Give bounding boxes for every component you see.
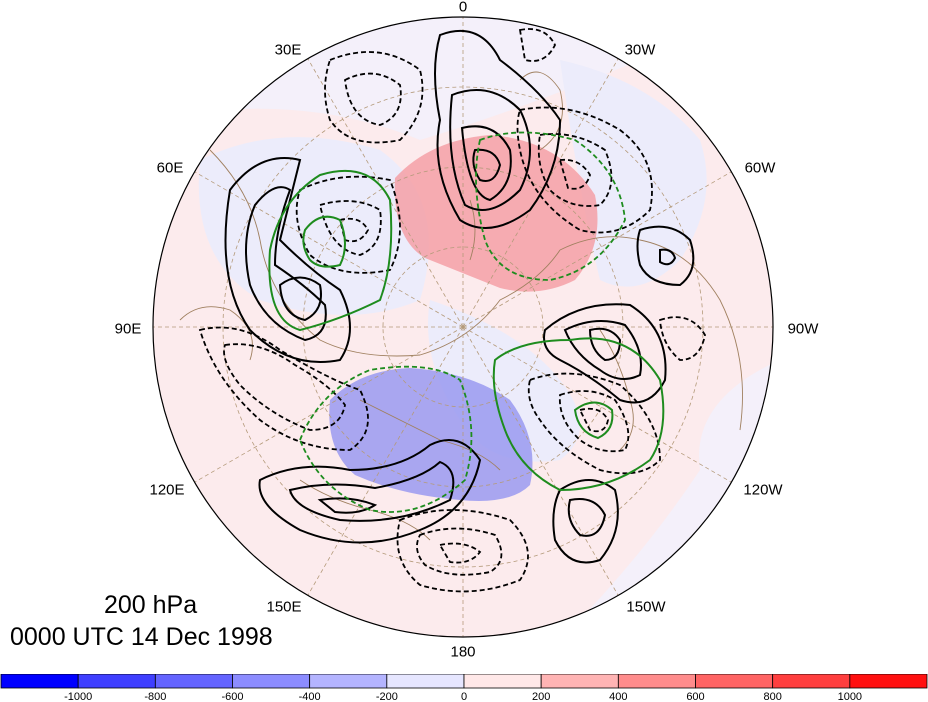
colorbar-box xyxy=(772,674,851,689)
longitude-label-30e: 30E xyxy=(274,41,302,59)
colorbar-box xyxy=(232,674,311,689)
colorbar-boxes xyxy=(0,674,928,689)
colorbar-tick-label: 0 xyxy=(461,691,467,702)
colorbar-box xyxy=(154,674,233,689)
colorbar-tick-label: -800 xyxy=(144,691,166,702)
longitude-label-30w: 30W xyxy=(624,41,656,59)
colorbar-tick-label: 400 xyxy=(609,691,627,702)
colorbar-box xyxy=(849,674,928,689)
negative-height-contours xyxy=(198,28,706,593)
longitude-label-90e: 90E xyxy=(114,320,142,338)
green-contours-dashed xyxy=(299,131,626,513)
colorbar-tick-label: -600 xyxy=(221,691,243,702)
colorbar-tick-label: -200 xyxy=(376,691,398,702)
longitude-label-120w: 120W xyxy=(743,481,783,499)
graticule xyxy=(153,17,773,637)
colorbar: -1000 -800 -600 -400 -200 0 200 400 600 800 1000 xyxy=(0,674,928,702)
longitude-label-150e: 150E xyxy=(266,598,302,616)
colorbar-tick-label: 200 xyxy=(532,691,550,702)
longitude-label-150w: 150W xyxy=(626,598,666,616)
colorbar-tick-labels: -1000 -800 -600 -400 -200 0 200 400 600 800 1000 xyxy=(64,691,862,702)
colorbar-tick-label: 600 xyxy=(686,691,704,702)
colorbar-box xyxy=(309,674,388,689)
colorbar-tick-label: -400 xyxy=(299,691,321,702)
faint-blue-region xyxy=(198,137,429,315)
colorbar-box xyxy=(617,674,696,689)
colorbar-box xyxy=(540,674,619,689)
longitude-label-180: 180 xyxy=(450,643,476,661)
colorbar-box xyxy=(695,674,774,689)
colorbar-tick-label: -1000 xyxy=(64,691,92,702)
positive-anomaly-shading xyxy=(394,135,598,292)
pressure-level-title: 200 hPa xyxy=(104,591,198,619)
colorbar-tick-label: 1000 xyxy=(838,691,862,702)
longitude-label-0: 0 xyxy=(458,0,468,16)
longitude-label-60w: 60W xyxy=(744,159,776,177)
colorbar-box xyxy=(0,674,79,689)
map-disk xyxy=(153,17,773,637)
coastlines xyxy=(179,71,743,541)
colorbar-box xyxy=(463,674,542,689)
longitude-label-60e: 60E xyxy=(156,159,184,177)
positive-height-contours xyxy=(224,30,695,564)
colorbar-box xyxy=(386,674,465,689)
map-border xyxy=(152,16,774,638)
green-contours-solid xyxy=(268,169,665,492)
colorbar-box xyxy=(77,674,156,689)
valid-time-title: 0000 UTC 14 Dec 1998 xyxy=(10,623,273,651)
longitude-label-90w: 90W xyxy=(787,320,819,338)
longitude-label-120e: 120E xyxy=(149,481,185,499)
colorbar-tick-label: 800 xyxy=(763,691,781,702)
